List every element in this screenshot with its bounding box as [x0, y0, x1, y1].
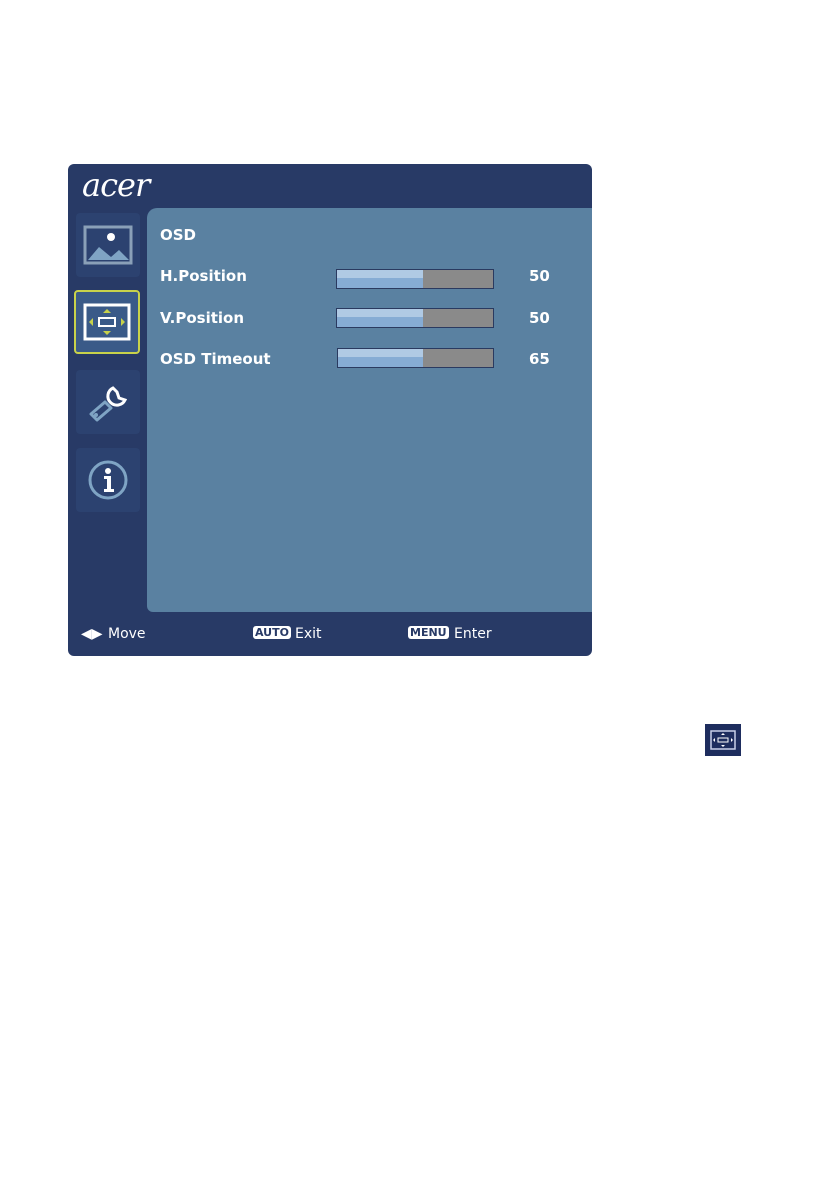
h-position-value: 50 — [529, 267, 550, 285]
osd-timeout-slider[interactable] — [337, 348, 494, 368]
v-position-slider[interactable] — [336, 308, 494, 328]
move-hint: Move — [108, 626, 146, 642]
osd-timeout-label: OSD Timeout — [160, 350, 271, 368]
auto-key: AUTO — [253, 626, 291, 639]
sidebar-item-picture[interactable] — [76, 213, 140, 277]
sidebar-item-settings[interactable] — [76, 370, 140, 434]
h-position-label: H.Position — [160, 267, 247, 285]
osd-settings-panel: OSD H.Position 50 V.Position 50 OSD Time… — [147, 208, 592, 612]
sidebar-item-position[interactable] — [74, 290, 140, 354]
exit-hint: Exit — [295, 626, 322, 642]
position-icon-small — [705, 724, 741, 756]
acer-logo: acer — [82, 166, 150, 204]
position-icon — [83, 303, 131, 341]
osd-menu: acer OSD H.Position 50 V.Position 50 OSD… — [68, 164, 592, 656]
h-position-slider[interactable] — [336, 269, 494, 289]
slider-fill — [337, 270, 423, 288]
osd-timeout-value: 65 — [529, 350, 550, 368]
info-icon — [88, 460, 128, 500]
slider-fill — [337, 309, 423, 327]
left-right-arrows-icon: ◀▶ — [81, 626, 103, 642]
enter-hint: Enter — [454, 626, 492, 642]
sidebar-item-info[interactable] — [76, 448, 140, 512]
settings-wrench-icon — [89, 386, 128, 422]
footer-hints: ◀▶ Move AUTO Exit MENU Enter — [68, 612, 592, 656]
picture-icon — [83, 225, 133, 265]
menu-key: MENU — [408, 626, 449, 639]
slider-fill — [338, 349, 424, 367]
v-position-label: V.Position — [160, 309, 245, 327]
v-position-value: 50 — [529, 309, 550, 327]
panel-title: OSD — [160, 226, 197, 244]
